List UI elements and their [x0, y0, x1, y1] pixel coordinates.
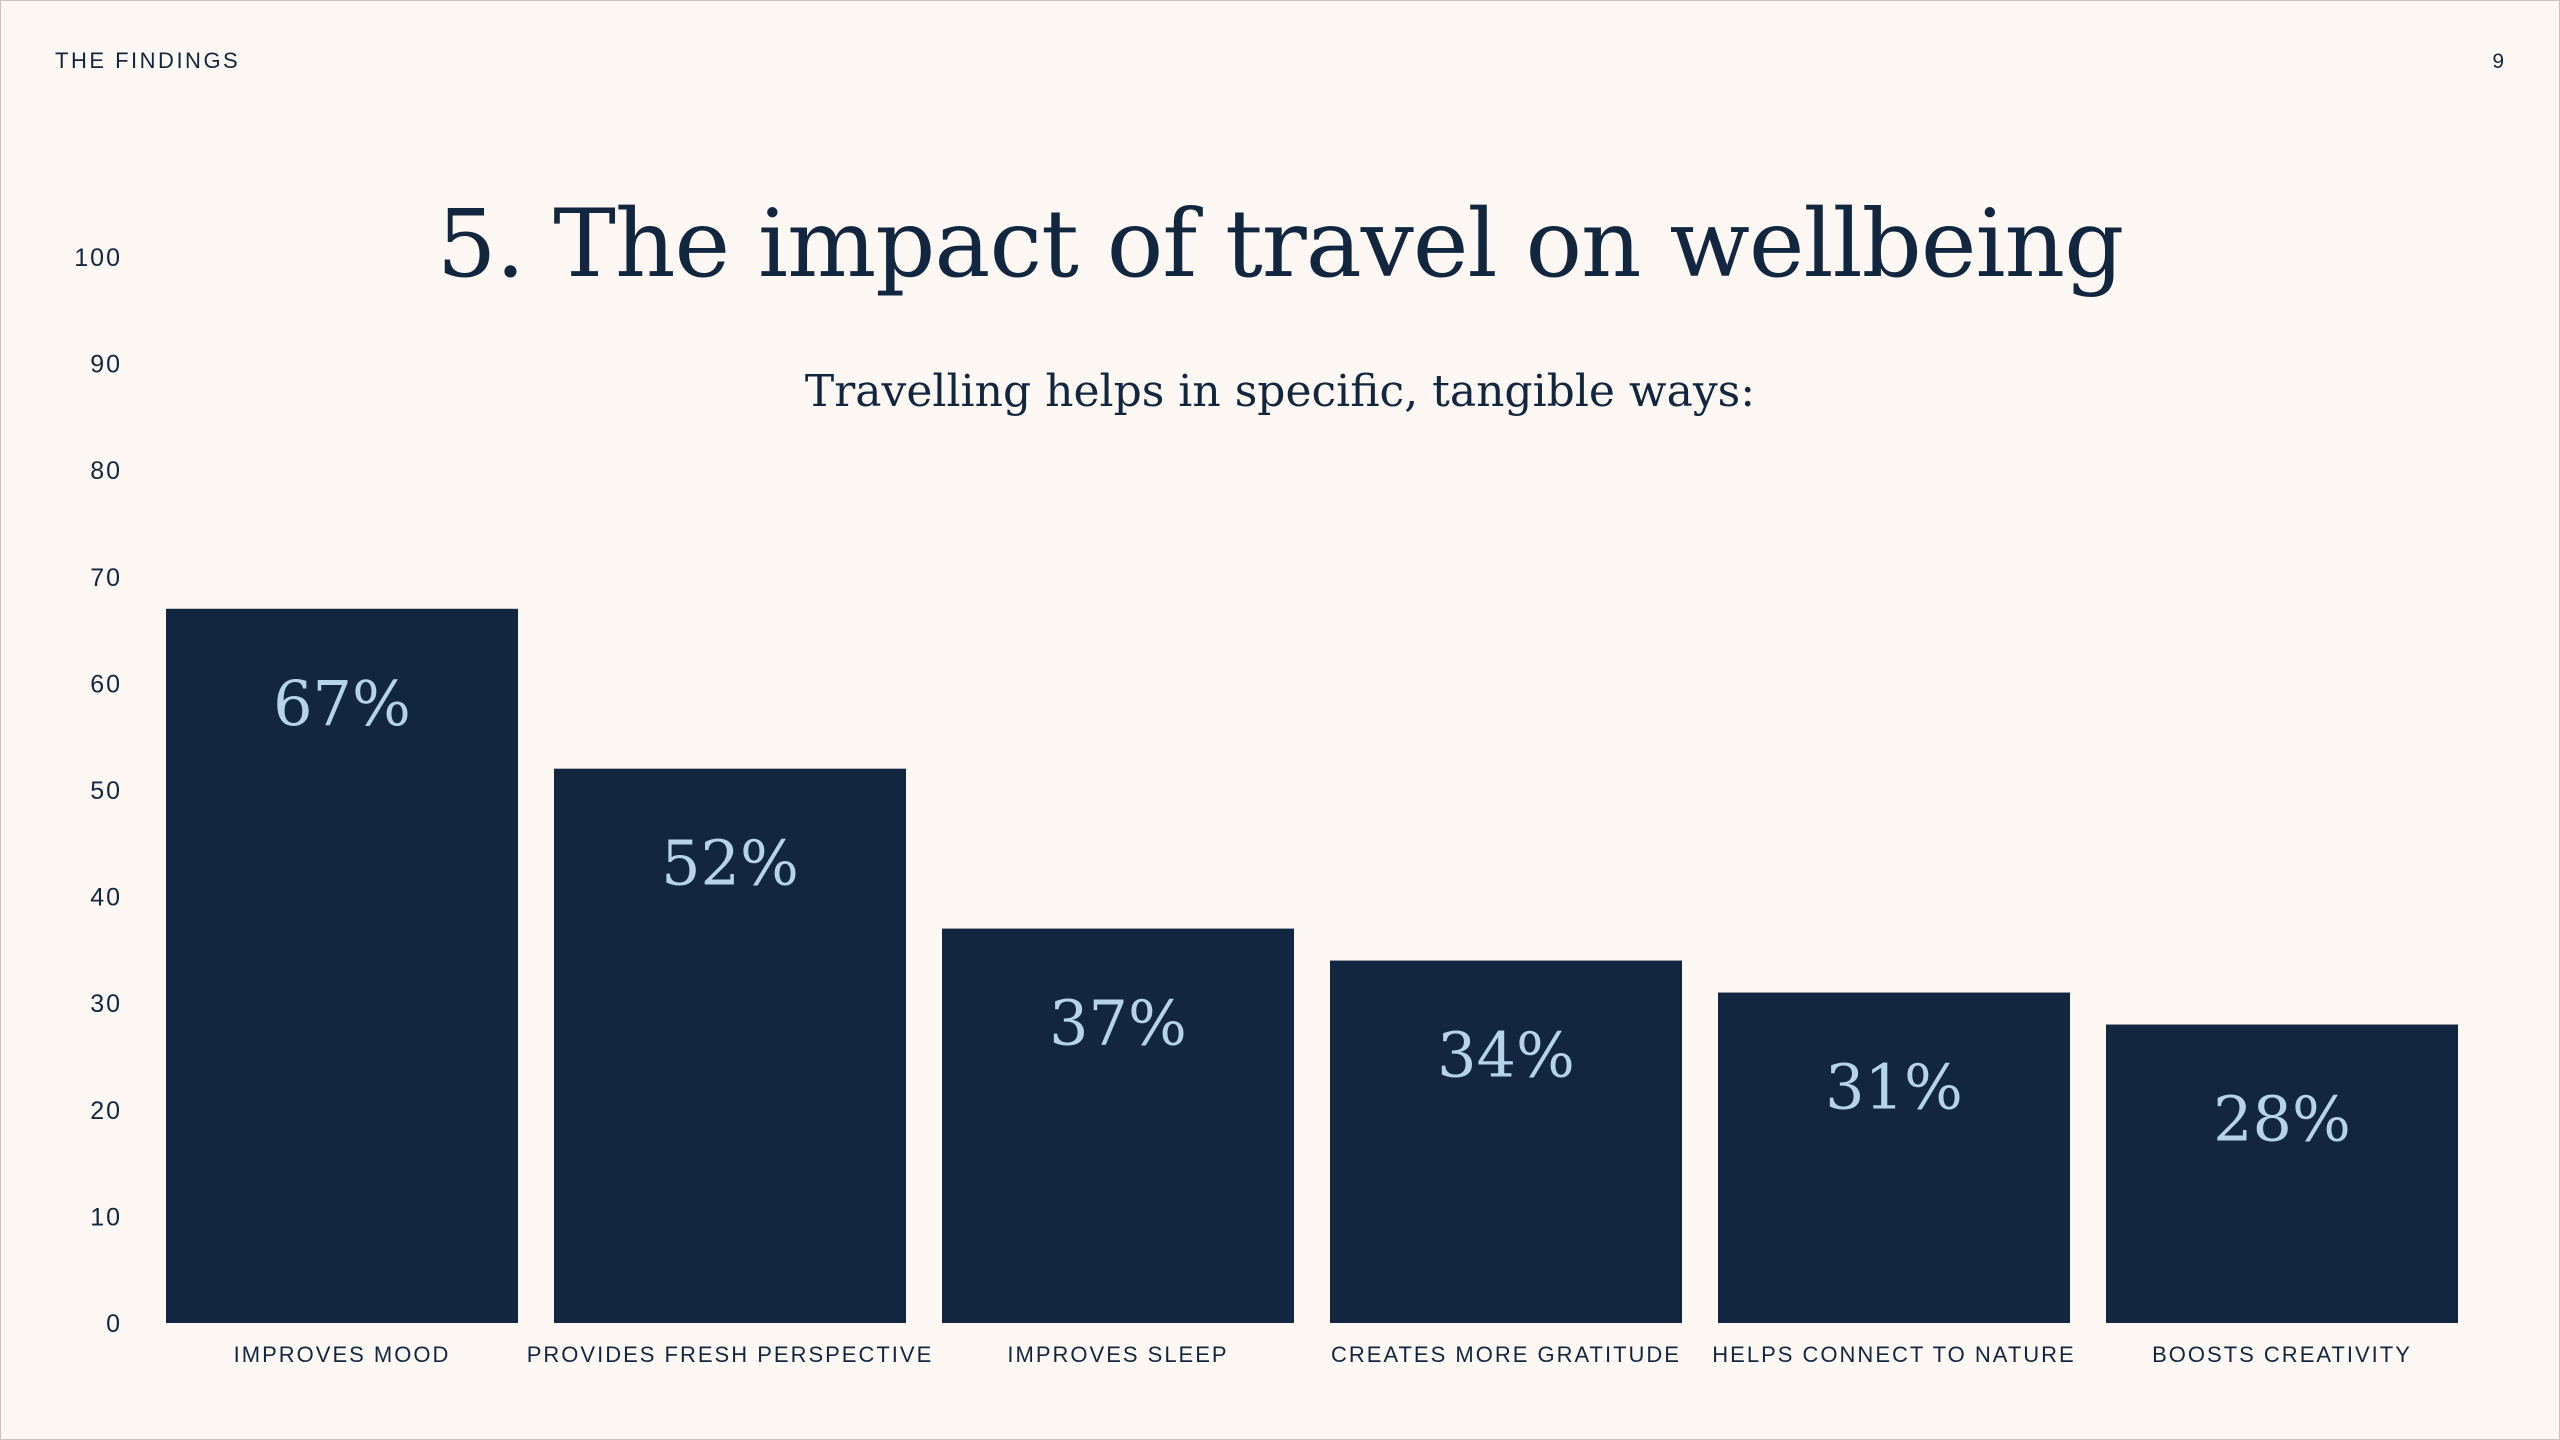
x-tick-label: PROVIDES FRESH PERSPECTIVE — [527, 1342, 934, 1367]
data-label: 31% — [1825, 1051, 1963, 1124]
bars: 67% 52% 37% 34% 31% 28% — [166, 608, 2458, 1323]
y-tick-label: 100 — [74, 244, 122, 272]
bar — [554, 768, 906, 1323]
y-tick-label: 40 — [90, 884, 122, 912]
bar — [942, 928, 1294, 1323]
y-tick-label: 10 — [90, 1203, 122, 1231]
chart-title: 5. The impact of travel on wellbeing — [436, 190, 2125, 299]
data-label: 37% — [1049, 987, 1187, 1060]
data-label: 67% — [273, 667, 411, 740]
section-label: THE FINDINGS — [55, 48, 241, 73]
bar — [1718, 992, 2070, 1323]
bar — [166, 608, 518, 1323]
data-label: 52% — [661, 827, 799, 900]
bar — [1330, 960, 1682, 1323]
y-tick-label: 60 — [90, 670, 122, 698]
y-tick-label: 30 — [90, 990, 122, 1018]
page-number: 9 — [2492, 50, 2504, 73]
x-axis: IMPROVES MOOD PROVIDES FRESH PERSPECTIVE I… — [234, 1342, 2412, 1367]
x-tick-label: CREATES MORE GRATITUDE — [1331, 1342, 1681, 1367]
bar — [2106, 1024, 2458, 1323]
y-tick-label: 20 — [90, 1097, 122, 1125]
y-tick-label: 70 — [90, 564, 122, 592]
y-tick-label: 0 — [106, 1310, 122, 1338]
y-tick-label: 80 — [90, 457, 122, 485]
x-tick-label: BOOSTS CREATIVITY — [2152, 1342, 2412, 1367]
y-axis: 0 10 20 30 40 50 60 70 80 90 100 — [74, 244, 122, 1338]
chart-subtitle: Travelling helps in specific, tangible w… — [804, 366, 1756, 417]
x-tick-label: IMPROVES SLEEP — [1007, 1342, 1228, 1367]
y-tick-label: 90 — [90, 351, 122, 379]
y-tick-label: 50 — [90, 777, 122, 805]
x-tick-label: HELPS CONNECT TO NATURE — [1712, 1342, 2075, 1367]
data-label: 28% — [2213, 1083, 2351, 1156]
x-tick-label: IMPROVES MOOD — [234, 1342, 451, 1367]
data-label: 34% — [1437, 1019, 1575, 1092]
